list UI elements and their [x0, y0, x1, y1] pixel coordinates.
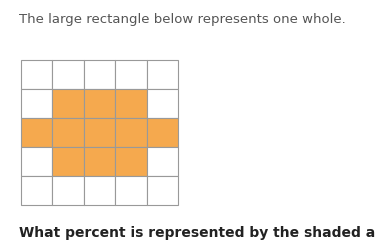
- Text: What percent is represented by the shaded area?: What percent is represented by the shade…: [19, 226, 375, 240]
- Bar: [115, 60, 147, 89]
- Bar: [21, 60, 52, 89]
- Bar: [115, 147, 147, 176]
- Bar: [52, 118, 84, 147]
- Bar: [52, 60, 84, 89]
- Bar: [21, 176, 52, 205]
- Bar: [115, 176, 147, 205]
- Bar: [52, 89, 84, 118]
- Bar: [21, 147, 52, 176]
- Bar: [21, 118, 52, 147]
- Bar: [115, 89, 147, 118]
- Bar: [115, 118, 147, 147]
- Bar: [84, 60, 115, 89]
- Bar: [52, 176, 84, 205]
- Text: The large rectangle below represents one whole.: The large rectangle below represents one…: [19, 12, 345, 26]
- Bar: [84, 147, 115, 176]
- Bar: [84, 118, 115, 147]
- Bar: [147, 147, 178, 176]
- Bar: [84, 89, 115, 118]
- Bar: [21, 89, 52, 118]
- Bar: [147, 89, 178, 118]
- Bar: [147, 118, 178, 147]
- Bar: [84, 176, 115, 205]
- Bar: [147, 176, 178, 205]
- Bar: [147, 60, 178, 89]
- Bar: [52, 147, 84, 176]
